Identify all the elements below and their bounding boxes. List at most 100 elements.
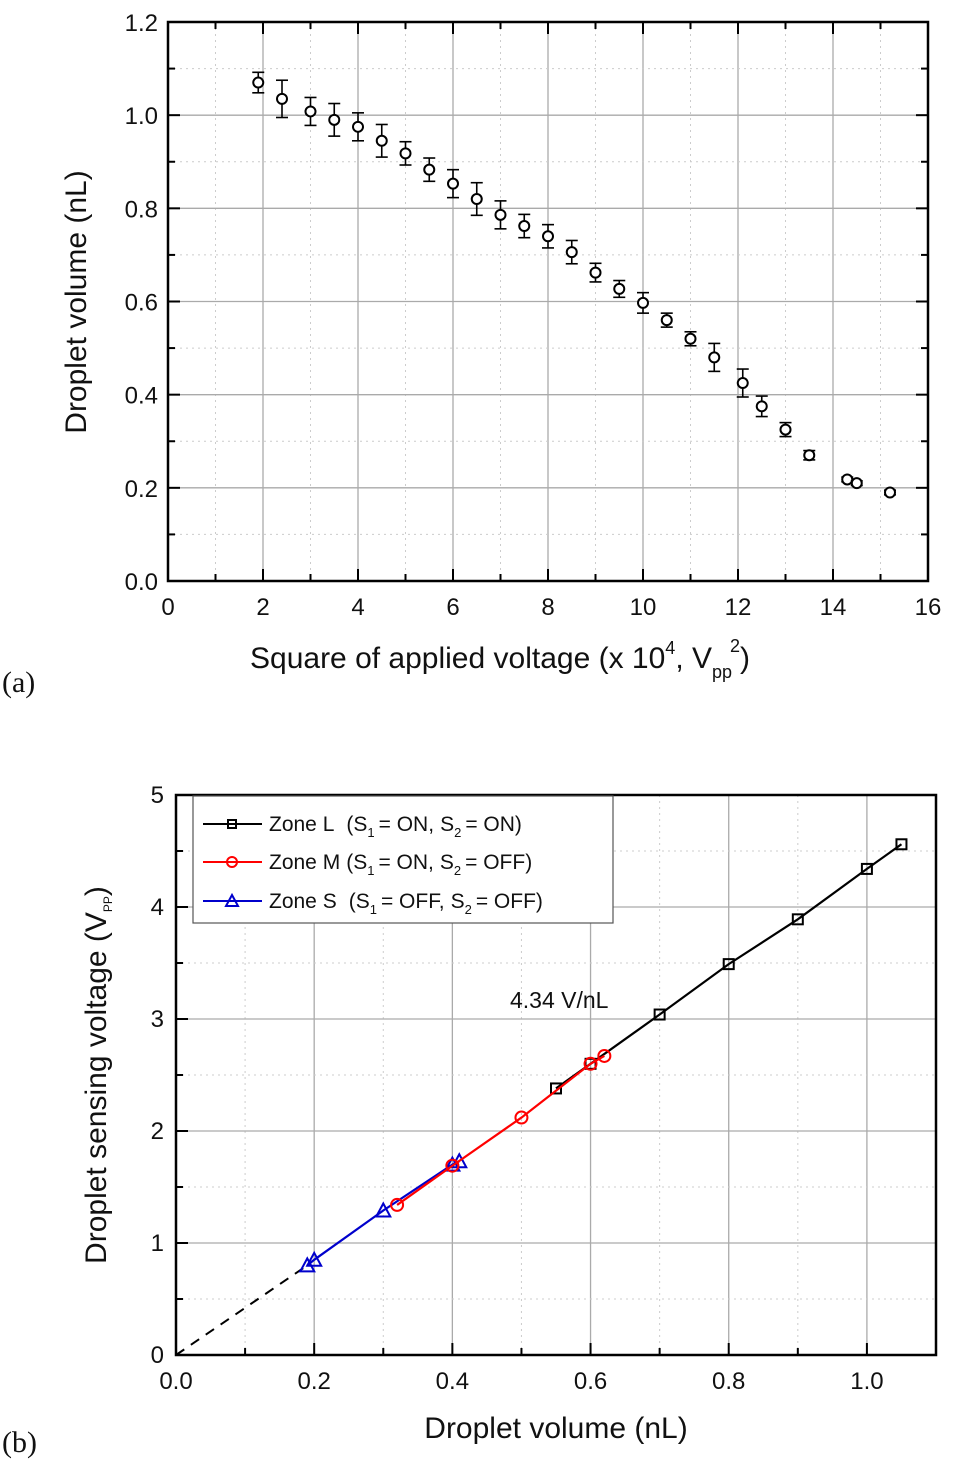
marker-circle [518,220,531,233]
data-point [494,200,507,230]
marker-circle [375,134,388,147]
legend-symbol-zone-m [203,856,262,868]
series-zone-s [298,1152,468,1273]
data-point [542,223,554,249]
marker-circle [660,314,673,327]
chart-a-x-axis-title: Square of applied voltage (x 104, Vpp2) [250,636,750,682]
marker-circle [708,351,721,364]
marker-circle [850,477,863,490]
y-tick-label: 0 [151,1342,164,1369]
chart-a-data-points [252,71,896,499]
chart-a-y-axis-title: Droplet volume (nL) [60,170,93,433]
chart-b-ticks [175,794,937,1356]
y-tick-label: 1.0 [125,103,158,130]
marker-circle [226,856,238,868]
marker-square [895,838,908,851]
data-point [850,477,863,490]
data-point [684,330,697,347]
marker-triangle [374,1201,392,1218]
y-tick-label: 0.2 [125,476,158,503]
marker-circle [755,400,768,413]
x-tick-label: 4 [351,594,364,621]
data-point [328,102,341,137]
x-tick-label: 6 [446,594,459,621]
legend-item-zone-s: Zone S (S1 = OFF, S2 = OFF) [269,890,543,917]
marker-circle [328,113,341,126]
y-tick-label: 0.6 [125,290,158,317]
marker-circle [276,92,288,105]
data-point [884,486,896,499]
chart-a-ticks [167,21,929,582]
data-point [803,449,816,462]
x-tick-label: 2 [256,594,269,621]
y-tick-label: 3 [151,1006,164,1033]
chart-b-x-tick-labels: 0.0 0.2 0.4 0.6 0.8 1.0 [159,1368,883,1395]
marker-circle [514,1110,529,1125]
x-tick-label: 8 [541,594,554,621]
marker-circle [803,449,816,462]
y-tick-label: 0.8 [125,196,158,223]
marker-circle [470,193,483,206]
y-tick-label: 4 [151,894,164,921]
y-tick-label: 1 [151,1230,164,1257]
x-tick-label: 0.6 [574,1368,607,1395]
marker-triangle [224,892,240,907]
y-tick-label: 1.2 [125,10,158,37]
marker-square [722,958,735,971]
data-point [613,279,626,299]
marker-circle [390,1197,405,1212]
data-point [589,262,602,283]
chart-b-series [175,838,908,1356]
marker-circle [884,486,896,499]
data-point [470,181,483,217]
x-tick-label: 10 [630,594,657,621]
data-point [779,421,792,438]
chart-b-x-axis-title: Droplet volume (nL) [424,1412,687,1445]
data-point [252,71,265,94]
svg-text:Zone L(S1= ON,S2= ON): Zone L (S1 = ON, S2 = ON) [269,813,522,840]
x-tick-label: 0.2 [297,1368,330,1395]
marker-circle [352,120,364,133]
marker-circle [252,76,265,89]
y-tick-label: 0.4 [125,383,158,410]
data-point [708,342,721,373]
chart-b-legend: Zone L (S1 = ON, S2 = ON) Zone M (S1 = ON, S2 = … [192,795,614,924]
marker-square [860,862,873,875]
y-tick-label: 0.0 [125,569,158,596]
marker-circle [637,296,649,309]
marker-square [653,1008,666,1021]
legend-item-zone-m: Zone M (S1 = ON, S2 = OFF) [269,851,532,878]
marker-circle [779,423,792,436]
x-tick-label: 12 [725,594,752,621]
marker-square [227,819,237,829]
marker-circle [583,1056,598,1071]
chart-b-y-tick-labels: 0 1 2 3 4 5 [151,782,164,1369]
data-point [375,123,388,158]
marker-circle [597,1048,612,1063]
data-point [304,96,317,127]
svg-text:Zone M(S1= ON,S2= OFF): Zone M (S1 = ON, S2 = OFF) [269,851,532,878]
data-point [660,312,673,328]
x-tick-label: 0.4 [436,1368,469,1395]
marker-circle [304,105,317,118]
x-tick-label: 16 [915,594,942,621]
marker-circle [494,208,507,221]
data-point [518,213,531,239]
y-tick-label: 5 [151,782,164,809]
legend-symbol-zone-s [203,892,262,907]
chart-a-x-tick-labels: 0 2 4 6 8 10 12 14 16 [161,594,941,621]
marker-circle [447,177,459,190]
series-zone-m [390,1048,612,1212]
svg-text:Zone S(S1= OFF,S2= OFF): Zone S (S1 = OFF, S2 = OFF) [269,890,543,917]
data-point [399,140,412,166]
marker-circle [841,473,854,486]
marker-triangle [305,1250,323,1267]
legend-symbol-zone-l [203,819,262,829]
legend-box [192,795,614,924]
marker-circle [542,230,554,243]
data-point [276,79,288,119]
y-tick-label: 2 [151,1118,164,1145]
data-point [447,168,459,199]
data-point [423,157,436,183]
